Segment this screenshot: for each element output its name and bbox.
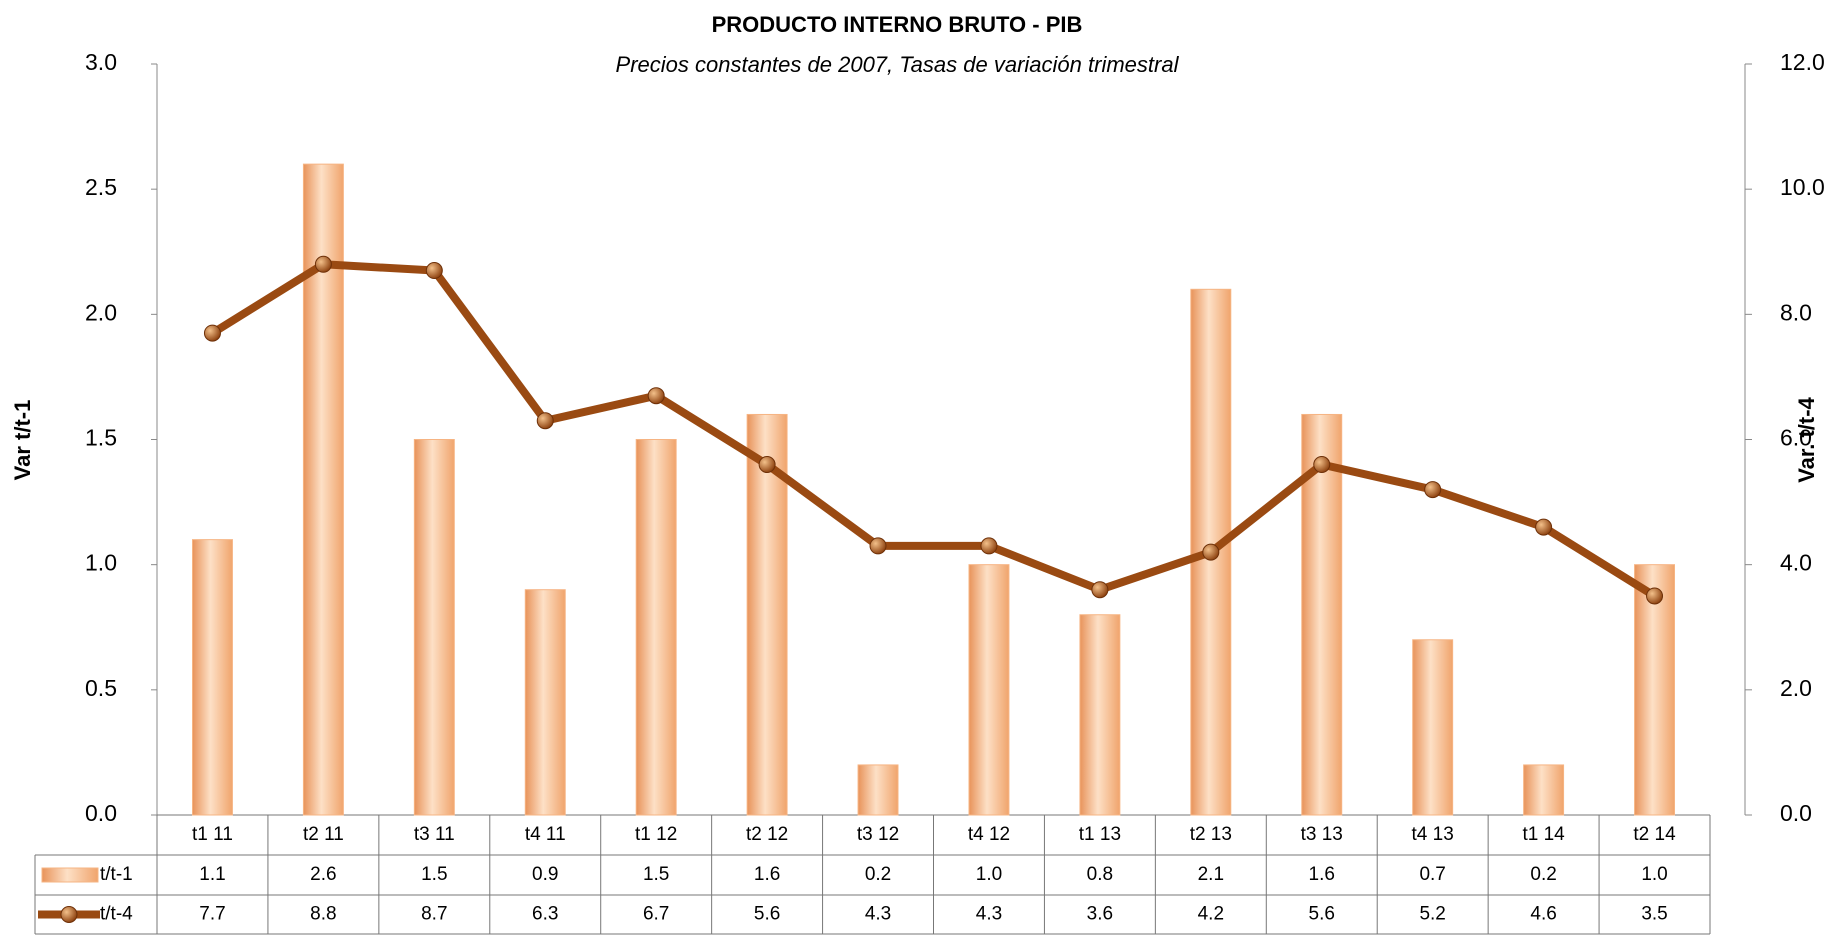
table-value: 5.6: [1309, 904, 1335, 925]
y-axis-title: Var t/t-1: [10, 400, 35, 481]
x-tick-label: t4 13: [1412, 824, 1454, 845]
x-tick-label: t3 12: [857, 824, 899, 845]
y-tick-label: 2.0: [85, 299, 117, 325]
line-marker: [1425, 482, 1441, 498]
y-tick-label: 1.5: [85, 425, 117, 451]
line-marker: [1536, 519, 1552, 535]
line-marker: [315, 256, 331, 272]
table-value: 4.3: [865, 904, 891, 925]
table-value: 8.8: [310, 904, 336, 925]
table-value: 8.7: [421, 904, 447, 925]
legend-swatch: [42, 868, 98, 882]
bar: [1524, 765, 1564, 815]
table-value: 4.2: [1198, 904, 1224, 925]
line-marker: [426, 263, 442, 279]
bar: [636, 440, 676, 816]
table-value: 3.6: [1087, 904, 1113, 925]
y2-tick-label: 6.0: [1780, 425, 1812, 451]
table-value: 4.3: [976, 904, 1002, 925]
legend-label: t/t-1: [100, 864, 133, 885]
bar: [1413, 640, 1453, 815]
line-marker: [1314, 457, 1330, 473]
x-tick-label: t1 13: [1079, 824, 1121, 845]
table-value: 6.7: [643, 904, 669, 925]
x-tick-label: t1 11: [192, 824, 233, 845]
table-value: 7.7: [199, 904, 225, 925]
x-tick-label: t3 11: [414, 824, 455, 845]
x-tick-label: t4 11: [525, 824, 566, 845]
y-tick-label: 0.5: [85, 675, 117, 701]
chart: PRODUCTO INTERNO BRUTO - PIB Precios con…: [0, 0, 1824, 936]
legend-label: t/t-4: [100, 904, 133, 925]
table-value: 2.1: [1198, 864, 1224, 885]
y-tick-label: 2.5: [85, 174, 117, 200]
line-marker: [1647, 588, 1663, 604]
y-tick-label: 3.0: [85, 49, 117, 75]
legend-swatch: [61, 907, 77, 923]
y2-tick-label: 2.0: [1780, 675, 1812, 701]
y-tick-label: 0.0: [85, 800, 117, 826]
table-value: 1.0: [1641, 864, 1667, 885]
table-value: 3.5: [1641, 904, 1667, 925]
x-tick-label: t4 12: [968, 824, 1010, 845]
x-tick-label: t2 14: [1633, 824, 1676, 845]
line-marker: [537, 413, 553, 429]
line-marker: [981, 538, 997, 554]
x-tick-label: t2 13: [1190, 824, 1232, 845]
table-value: 0.2: [1530, 864, 1556, 885]
x-tick-label: t2 12: [746, 824, 788, 845]
y2-tick-label: 12.0: [1780, 49, 1824, 75]
y2-tick-label: 4.0: [1780, 550, 1812, 576]
table-value: 1.5: [643, 864, 669, 885]
line-marker: [759, 457, 775, 473]
y2-tick-label: 0.0: [1780, 800, 1812, 826]
bar: [858, 765, 898, 815]
table-value: 0.7: [1419, 864, 1445, 885]
bar: [414, 440, 454, 816]
y2-tick-label: 8.0: [1780, 299, 1812, 325]
table-value: 0.8: [1087, 864, 1113, 885]
line-marker: [648, 388, 664, 404]
table-value: 1.6: [1309, 864, 1335, 885]
x-tick-label: t2 11: [303, 824, 344, 845]
table-value: 5.2: [1419, 904, 1445, 925]
line-marker: [1203, 544, 1219, 560]
line-marker: [1092, 582, 1108, 598]
table-value: 1.6: [754, 864, 780, 885]
x-tick-label: t3 13: [1301, 824, 1343, 845]
table-value: 1.0: [976, 864, 1002, 885]
table-value: 4.6: [1530, 904, 1556, 925]
chart-title: PRODUCTO INTERNO BRUTO - PIB: [712, 12, 1083, 37]
table-value: 6.3: [532, 904, 558, 925]
bar: [969, 565, 1009, 815]
table-value: 1.5: [421, 864, 447, 885]
x-tick-label: t1 12: [635, 824, 677, 845]
bar: [525, 590, 565, 815]
bar: [192, 540, 232, 815]
table-value: 5.6: [754, 904, 780, 925]
y2-tick-label: 10.0: [1780, 174, 1824, 200]
table-value: 0.2: [865, 864, 891, 885]
chart-subtitle: Precios constantes de 2007, Tasas de var…: [616, 52, 1180, 77]
table-value: 2.6: [310, 864, 336, 885]
line-marker: [870, 538, 886, 554]
table-value: 0.9: [532, 864, 558, 885]
bar: [1080, 615, 1120, 815]
y-tick-label: 1.0: [85, 550, 117, 576]
table-value: 1.1: [199, 864, 225, 885]
line-marker: [204, 325, 220, 341]
x-tick-label: t1 14: [1522, 824, 1565, 845]
